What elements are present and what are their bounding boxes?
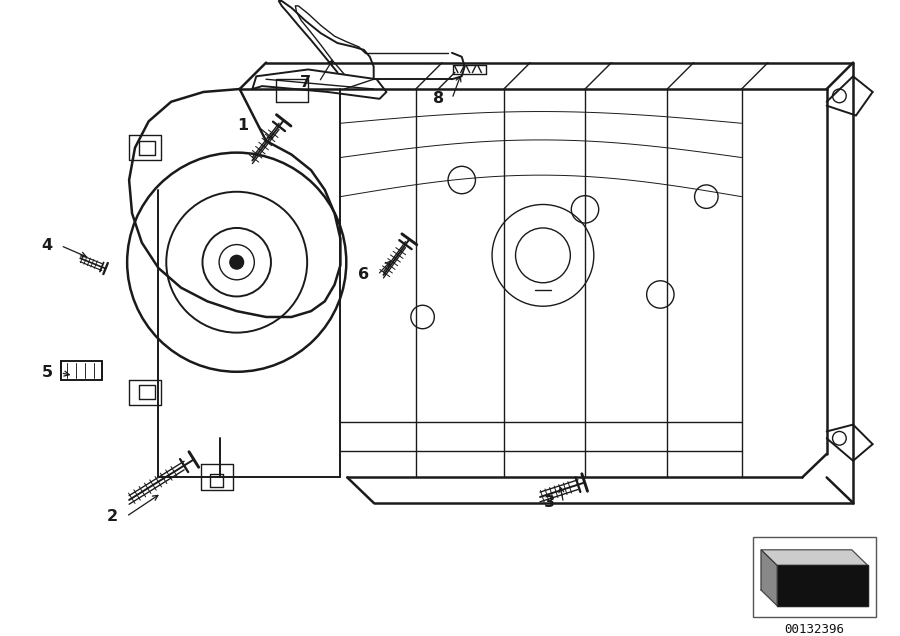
Circle shape bbox=[230, 255, 244, 269]
Text: 7: 7 bbox=[300, 74, 310, 90]
Text: 00132396: 00132396 bbox=[785, 623, 844, 636]
Polygon shape bbox=[761, 550, 868, 565]
Polygon shape bbox=[777, 565, 868, 605]
Text: 4: 4 bbox=[41, 238, 52, 253]
Polygon shape bbox=[761, 550, 777, 605]
Text: 3: 3 bbox=[544, 495, 555, 510]
Text: 6: 6 bbox=[358, 267, 370, 282]
Bar bbox=[753, 537, 876, 618]
Text: 5: 5 bbox=[41, 365, 52, 380]
Text: 2: 2 bbox=[107, 509, 118, 524]
Text: 1: 1 bbox=[237, 118, 248, 133]
Text: 8: 8 bbox=[433, 92, 444, 106]
